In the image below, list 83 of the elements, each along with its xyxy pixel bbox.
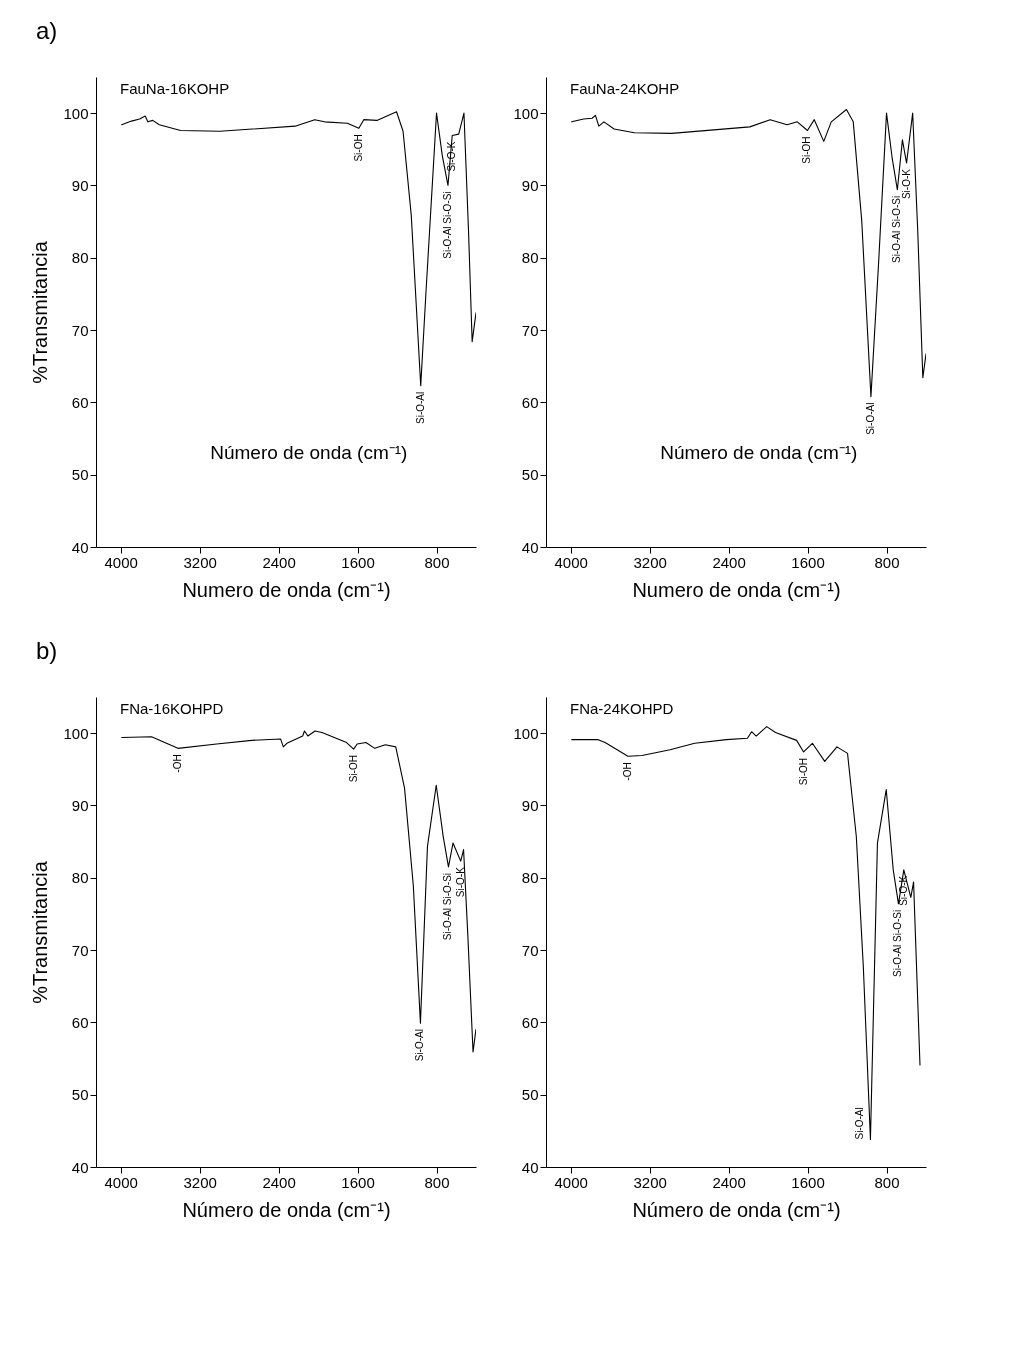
y-tick-label: 50: [71, 466, 89, 484]
y-tick-label: 70: [71, 321, 89, 339]
annotation: Si-OH: [797, 757, 809, 786]
line-series: [571, 108, 926, 398]
y-tick-label: 40: [71, 1158, 89, 1176]
annotation: Si-O-Al Si-O-Si: [892, 909, 904, 978]
y-tick-label: 100: [513, 724, 539, 742]
y-tick-label: 50: [71, 1086, 89, 1104]
x-axis-title: Número de onda (cm⁻¹): [632, 1198, 841, 1221]
annotation: Si-O-Al: [414, 391, 426, 424]
x-tick-label: 4000: [104, 1173, 138, 1191]
y-tick-label: 90: [71, 796, 89, 814]
x-tick-label: 3200: [633, 553, 667, 571]
annotation: -OH: [171, 754, 183, 773]
y-tick-label: 80: [521, 249, 539, 267]
annotation: Si-OH: [352, 134, 364, 162]
annotation: Si-O-K: [900, 168, 912, 200]
y-axis-title: %Transmitancia: [29, 240, 52, 384]
y-tick-label: 90: [521, 796, 539, 814]
chart-subtitle: FNa-24KOHPD: [570, 700, 674, 717]
annotation: Número de onda (cm⁻¹): [660, 442, 858, 463]
y-tick-label: 100: [63, 724, 89, 742]
y-tick-label: 40: [521, 1158, 539, 1176]
y-tick-label: 40: [521, 538, 539, 556]
y-tick-label: 100: [513, 104, 539, 122]
x-tick-label: 1600: [791, 553, 825, 571]
y-tick-label: 70: [71, 941, 89, 959]
annotation: Si-O-K: [897, 875, 909, 906]
y-tick-label: 50: [521, 1086, 539, 1104]
y-tick-label: 60: [71, 1013, 89, 1031]
x-tick-label: 800: [424, 553, 450, 571]
chart-title: b): [36, 637, 58, 664]
annotation: Si-O-Al: [864, 402, 876, 435]
y-tick-label: 60: [71, 393, 89, 411]
annotation: Si-OH: [801, 136, 813, 164]
y-tick-label: 100: [63, 104, 89, 122]
y-tick-label: 80: [71, 249, 89, 267]
x-tick-label: 4000: [104, 553, 138, 571]
chart-subtitle: FauNa-16KOHP: [120, 80, 230, 97]
x-tick-label: 800: [874, 1173, 900, 1191]
y-tick-label: 60: [521, 1013, 539, 1031]
y-tick-label: 50: [521, 466, 539, 484]
annotation: Si-O-Al Si-O-Si: [891, 195, 903, 264]
chart-subtitle: FauNa-24KOHP: [570, 80, 680, 97]
y-tick-label: 70: [521, 321, 539, 339]
annotation: Si-O-Al: [414, 1029, 426, 1062]
annotation: Número de onda (cm⁻¹): [210, 442, 408, 463]
line-series: [121, 111, 476, 387]
x-tick-label: 4000: [554, 553, 588, 571]
x-tick-label: 3200: [183, 553, 217, 571]
x-tick-label: 2400: [712, 553, 746, 571]
x-tick-label: 2400: [262, 1173, 296, 1191]
y-tick-label: 40: [71, 538, 89, 556]
x-tick-label: 3200: [183, 1173, 217, 1191]
x-tick-label: 800: [424, 1173, 450, 1191]
x-tick-label: 800: [874, 553, 900, 571]
y-axis-title: %Transmitancia: [29, 860, 52, 1004]
x-tick-label: 4000: [554, 1173, 588, 1191]
x-tick-label: 1600: [341, 553, 375, 571]
x-tick-label: 2400: [262, 553, 296, 571]
annotation: Si-OH: [347, 755, 359, 783]
annotation: Si-O-K: [446, 141, 458, 172]
annotation: Si-O-Al: [854, 1107, 866, 1140]
annotation: -OH: [621, 762, 633, 781]
annotation: Si-O-Al Si-O-Si: [442, 872, 454, 941]
y-tick-label: 70: [521, 941, 539, 959]
y-tick-label: 80: [71, 869, 89, 887]
x-tick-label: 3200: [633, 1173, 667, 1191]
annotation: Si-O-K: [454, 866, 466, 898]
chart-subtitle: FNa-16KOHPD: [120, 700, 224, 717]
x-axis-title: Numero de onda (cm⁻¹): [632, 578, 841, 601]
x-tick-label: 1600: [791, 1173, 825, 1191]
x-axis-title: Numero de onda (cm⁻¹): [182, 578, 391, 601]
x-tick-label: 2400: [712, 1173, 746, 1191]
y-tick-label: 90: [71, 176, 89, 194]
y-tick-label: 60: [521, 393, 539, 411]
line-series: [571, 726, 921, 1141]
annotation: Si-O-Al Si-O-Si: [441, 191, 453, 259]
chart-title: a): [36, 17, 58, 44]
y-tick-label: 80: [521, 869, 539, 887]
y-tick-label: 90: [521, 176, 539, 194]
x-axis-title: Número de onda (cm⁻¹): [182, 1198, 391, 1221]
x-tick-label: 1600: [341, 1173, 375, 1191]
